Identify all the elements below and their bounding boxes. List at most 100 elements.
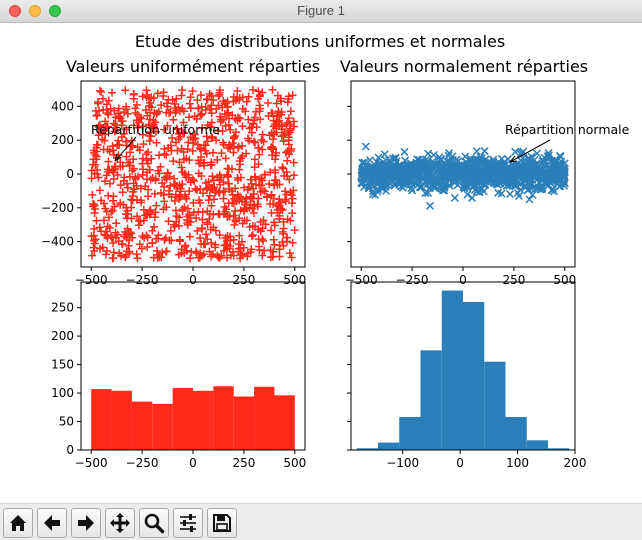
normal-point <box>424 165 433 175</box>
normal-histogram-axes: −100 0 100 200 <box>347 281 586 470</box>
histogram-bar <box>233 396 255 450</box>
save-button[interactable] <box>207 508 237 538</box>
pan-button[interactable] <box>105 508 135 538</box>
uniform-point <box>211 243 220 252</box>
uniform-point <box>134 123 143 132</box>
uniform-point <box>148 239 157 248</box>
uniform-point <box>269 247 278 256</box>
uniform-point <box>101 204 110 213</box>
zoom-button[interactable] <box>139 508 169 538</box>
uniform-point <box>216 117 225 126</box>
uniform-point <box>133 212 142 221</box>
normal-point <box>424 188 433 197</box>
x-tick-label: 500 <box>553 273 576 287</box>
uniform-point <box>238 104 247 113</box>
uniform-point <box>213 251 222 260</box>
move-icon <box>110 513 130 533</box>
uniform-point <box>104 157 113 166</box>
uniform-point <box>171 138 180 147</box>
configure-subplots-button[interactable] <box>173 508 203 538</box>
normal-point <box>403 177 412 186</box>
uniform-point <box>111 120 120 129</box>
uniform-point <box>161 247 170 256</box>
uniform-point <box>185 232 194 241</box>
uniform-point <box>99 127 108 136</box>
uniform-point <box>233 190 242 199</box>
uniform-point <box>171 190 180 199</box>
uniform-point <box>196 91 205 100</box>
uniform-point <box>235 165 244 174</box>
uniform-point <box>144 185 153 194</box>
uniform-point <box>103 109 112 118</box>
uniform-point <box>289 117 298 126</box>
uniform-point <box>143 168 152 177</box>
normal-histogram-yticks <box>347 307 351 451</box>
uniform-point <box>102 100 111 109</box>
uniform-point <box>110 106 119 115</box>
forward-button[interactable] <box>71 508 101 538</box>
uniform-point <box>260 170 269 179</box>
uniform-point <box>240 198 249 207</box>
uniform-point <box>220 187 229 196</box>
uniform-point <box>249 189 258 198</box>
uniform-point <box>122 137 131 146</box>
histogram-bar <box>193 390 214 450</box>
uniform-point <box>231 184 240 193</box>
uniform-point <box>219 194 228 203</box>
uniform-point <box>267 226 276 235</box>
uniform-point <box>220 110 229 119</box>
uniform-point <box>147 154 156 163</box>
uniform-point <box>186 93 195 102</box>
uniform-point <box>156 162 165 171</box>
uniform-point <box>279 131 288 140</box>
normal-point <box>360 158 369 167</box>
uniform-point <box>178 128 187 137</box>
uniform-point <box>247 128 256 137</box>
normal-point <box>545 178 554 187</box>
back-button[interactable] <box>37 508 67 538</box>
uniform-point <box>114 109 123 118</box>
uniform-point <box>115 249 124 258</box>
home-button[interactable] <box>3 508 33 538</box>
uniform-point <box>95 186 104 195</box>
uniform-point <box>158 248 167 257</box>
uniform-point <box>224 121 233 130</box>
normal-point <box>494 188 503 197</box>
uniform-point <box>95 223 104 232</box>
close-window-button[interactable] <box>9 5 21 17</box>
uniform-point <box>183 204 192 213</box>
normal-point <box>421 189 430 198</box>
uniform-point <box>248 85 257 94</box>
uniform-point <box>162 99 171 108</box>
uniform-point <box>270 176 279 185</box>
uniform-point <box>113 230 122 239</box>
uniform-point <box>186 254 195 263</box>
uniform-point <box>211 226 220 235</box>
uniform-point <box>236 250 245 259</box>
x-tick-label: −500 <box>345 273 378 287</box>
normal-point <box>397 182 406 191</box>
minimize-window-button[interactable] <box>29 5 41 17</box>
uniform-point <box>88 190 97 199</box>
uniform-point <box>269 144 278 153</box>
uniform-point <box>190 177 199 186</box>
uniform-point <box>281 195 290 204</box>
normal-point <box>525 195 534 204</box>
uniform-histogram-xticks: −500 −250 0 250 500 <box>75 450 306 470</box>
uniform-point <box>234 240 243 249</box>
uniform-point <box>101 117 110 126</box>
uniform-point <box>223 236 232 245</box>
x-tick-label: 0 <box>459 273 467 287</box>
uniform-point <box>269 135 278 144</box>
uniform-point <box>153 89 162 98</box>
y-tick-label: 200 <box>51 133 74 147</box>
maximize-window-button[interactable] <box>49 5 61 17</box>
uniform-point <box>214 91 223 100</box>
navigation-toolbar <box>0 503 642 540</box>
uniform-point <box>192 249 201 258</box>
uniform-point <box>96 244 105 253</box>
normal-scatter-axes: Valeurs normalement réparties −500 −250 0 2… <box>340 57 630 287</box>
uniform-point <box>104 191 113 200</box>
uniform-point <box>196 233 205 242</box>
